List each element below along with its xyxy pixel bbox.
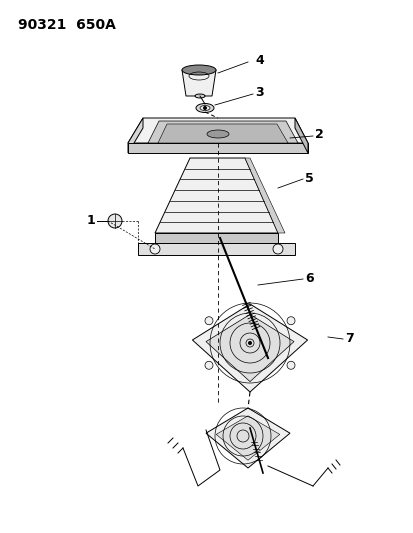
Circle shape [108, 214, 122, 228]
Text: 2: 2 [314, 128, 323, 141]
Polygon shape [206, 314, 293, 382]
Circle shape [204, 317, 212, 325]
Polygon shape [192, 304, 307, 392]
Ellipse shape [199, 106, 209, 110]
Circle shape [272, 244, 282, 254]
Circle shape [286, 361, 294, 369]
Polygon shape [128, 118, 307, 143]
Polygon shape [154, 233, 277, 243]
Circle shape [204, 361, 212, 369]
Text: 4: 4 [254, 54, 263, 68]
Polygon shape [182, 70, 216, 96]
Circle shape [202, 106, 206, 110]
Polygon shape [244, 158, 284, 233]
Ellipse shape [195, 103, 214, 112]
Text: 1: 1 [86, 214, 95, 228]
Polygon shape [216, 416, 279, 460]
Polygon shape [158, 124, 287, 143]
Polygon shape [128, 118, 142, 153]
Text: 6: 6 [304, 271, 313, 285]
Ellipse shape [206, 130, 228, 138]
Polygon shape [206, 408, 289, 468]
Text: 90321  650A: 90321 650A [18, 18, 116, 32]
Polygon shape [154, 158, 277, 233]
Text: 7: 7 [344, 332, 353, 344]
Ellipse shape [182, 65, 216, 75]
Circle shape [247, 341, 252, 345]
Polygon shape [294, 118, 307, 153]
Polygon shape [138, 243, 294, 255]
Circle shape [286, 317, 294, 325]
Ellipse shape [195, 94, 204, 98]
Text: 3: 3 [254, 86, 263, 100]
Text: 5: 5 [304, 172, 313, 184]
Polygon shape [128, 143, 307, 153]
Polygon shape [147, 121, 297, 143]
Circle shape [150, 244, 159, 254]
